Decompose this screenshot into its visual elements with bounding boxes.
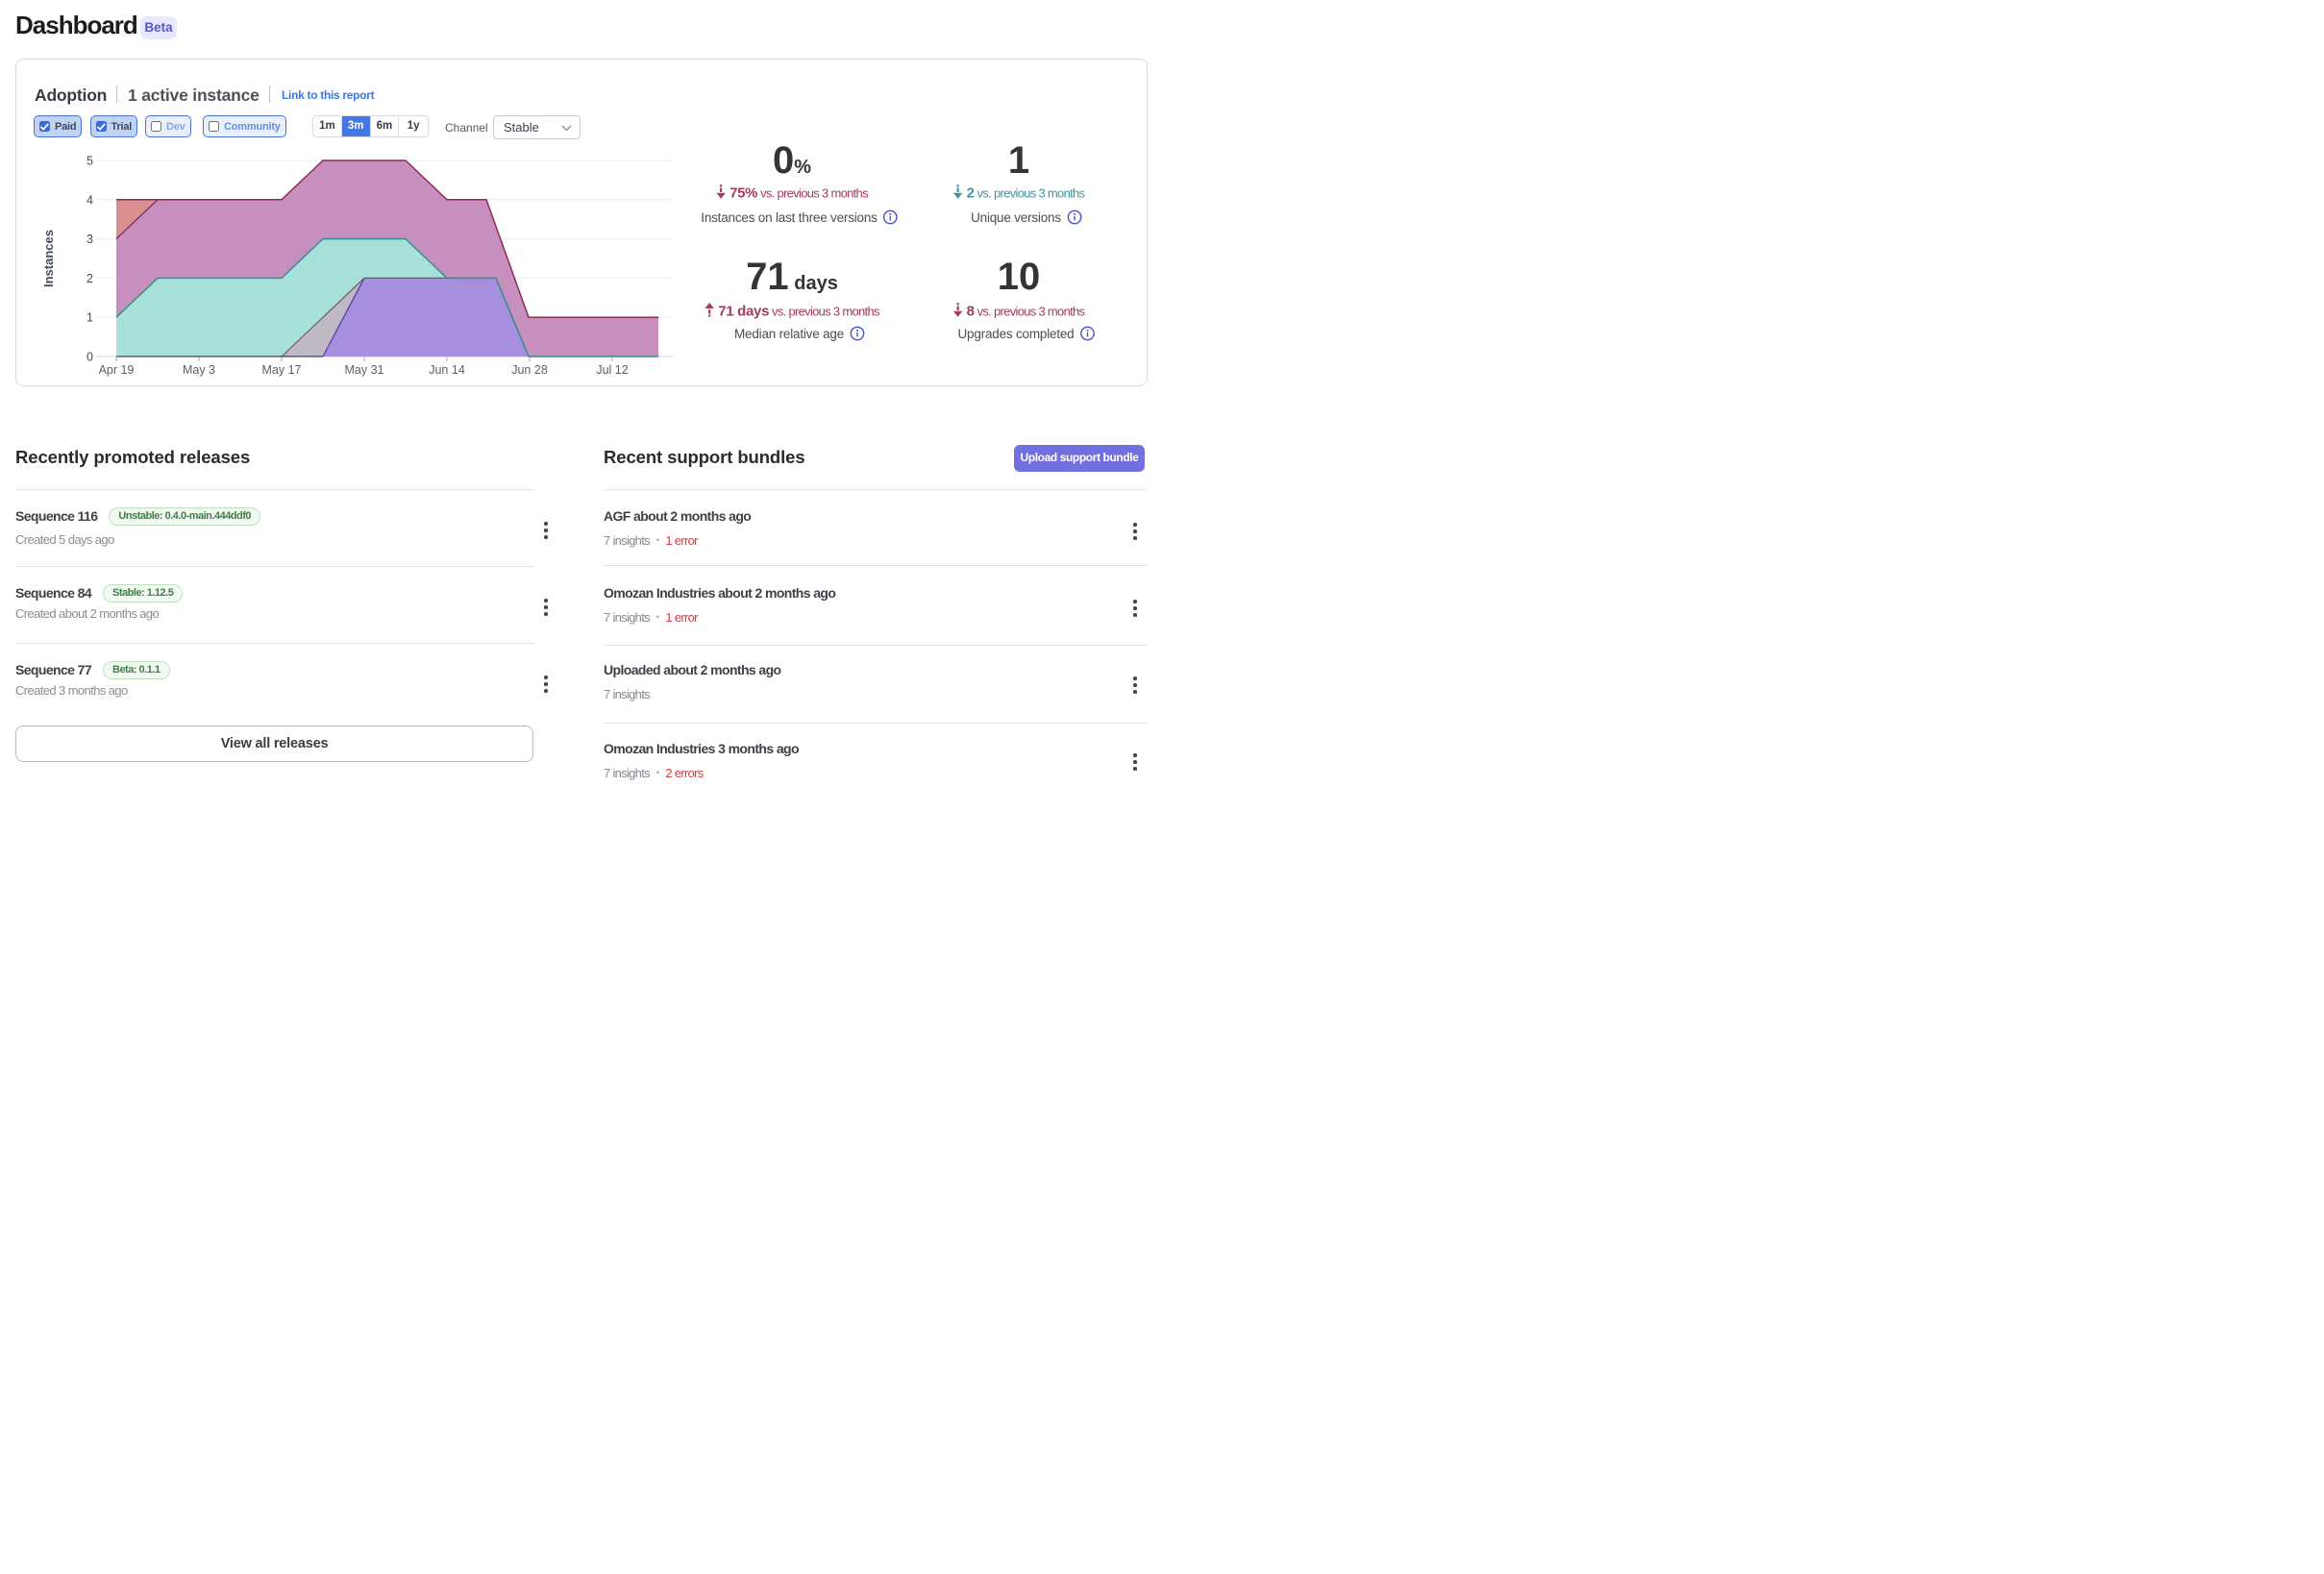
svg-text:0: 0 — [87, 351, 93, 364]
svg-text:Apr 19: Apr 19 — [99, 363, 135, 377]
svg-text:4: 4 — [87, 193, 93, 207]
svg-text:3: 3 — [87, 233, 93, 246]
svg-text:May 31: May 31 — [345, 363, 384, 377]
svg-text:Jun 14: Jun 14 — [429, 363, 465, 377]
svg-text:1: 1 — [87, 311, 93, 325]
svg-text:5: 5 — [87, 155, 93, 168]
svg-text:Jun 28: Jun 28 — [511, 363, 548, 377]
svg-text:Instances: Instances — [41, 230, 56, 287]
svg-text:May 3: May 3 — [183, 363, 215, 377]
svg-text:Jul 12: Jul 12 — [596, 363, 628, 377]
svg-text:2: 2 — [87, 272, 93, 285]
svg-text:May 17: May 17 — [262, 363, 302, 377]
